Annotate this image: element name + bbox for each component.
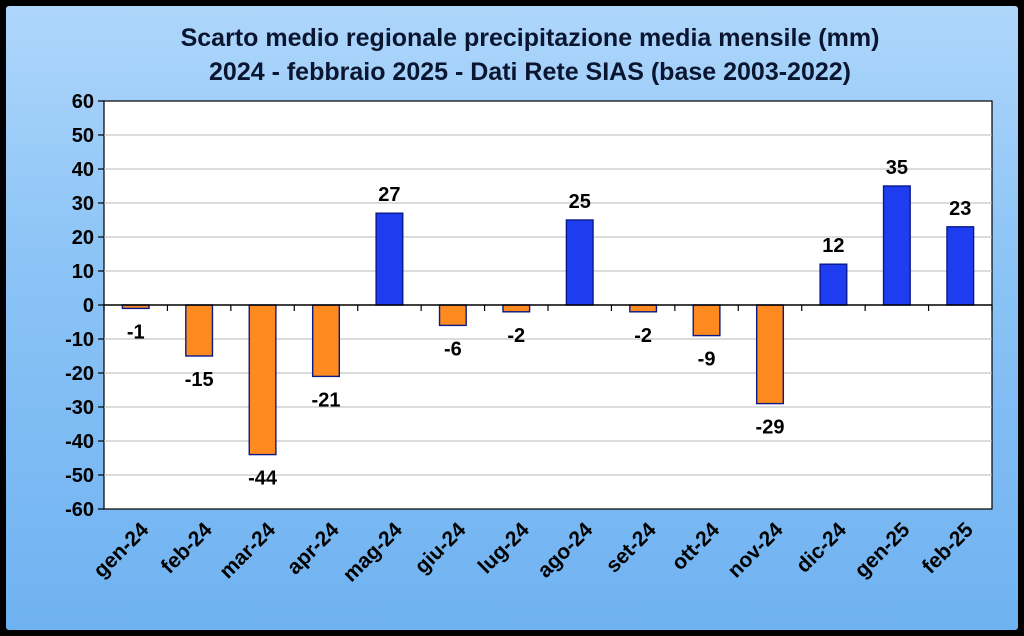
y-tick-label: 30	[72, 193, 94, 215]
bar-mag-24	[375, 212, 404, 306]
y-tick-label: -30	[65, 397, 94, 419]
data-label: -29	[756, 417, 785, 439]
axes	[98, 100, 993, 510]
data-label: 35	[886, 157, 908, 179]
y-tick-label: 0	[83, 295, 94, 317]
y-tick-label: 60	[72, 91, 94, 113]
bar-feb-24	[185, 304, 214, 357]
x-tick-label: nov-24	[723, 518, 787, 582]
y-tick-label: -60	[65, 499, 94, 521]
y-tick-label: 50	[72, 125, 94, 147]
data-label: -2	[634, 325, 652, 347]
bar-ott-24	[692, 304, 721, 337]
chart-subtitle: 2024 - febbraio 2025 - Dati Rete SIAS (b…	[209, 58, 851, 86]
data-label: -1	[127, 321, 145, 343]
data-label: -2	[507, 325, 525, 347]
chart-title: Scarto medio regionale precipitazione me…	[181, 24, 880, 52]
data-label: 12	[822, 235, 844, 257]
bar-feb-25	[946, 226, 975, 306]
x-tick-label: set-24	[601, 518, 660, 577]
x-tick-label: giu-24	[410, 518, 470, 578]
x-tick-label: apr-24	[283, 518, 344, 579]
data-label: 23	[949, 198, 971, 220]
data-labels: -1 -15 -44 -21 27 -6 -2 25 -2 -9 -29 12 35 23	[127, 157, 972, 490]
x-tick-label: ago-24	[533, 518, 597, 582]
x-tick-label: feb-25	[918, 518, 978, 578]
data-label: -15	[185, 369, 214, 391]
bar-chart: Scarto medio regionale precipitazione me…	[65, 24, 993, 587]
x-tick-label: gen-24	[89, 518, 153, 582]
bar-nov-24	[755, 304, 785, 405]
data-label: -9	[698, 349, 716, 371]
y-tick-labels: 60 50 40 30 20 10 0 -10 -20 -30 -40 -50 -60	[65, 91, 94, 521]
bar-giu-24	[438, 304, 467, 327]
x-tick-label: ott-24	[667, 518, 724, 575]
y-tick-label: -10	[65, 329, 94, 351]
bars	[121, 185, 975, 456]
x-tick-label: mag-24	[339, 518, 407, 586]
bar-ago-24	[565, 219, 594, 306]
bar-lug-24	[502, 304, 531, 313]
bar-dic-24	[819, 263, 848, 306]
data-label: -6	[444, 338, 462, 360]
x-tick-label: feb-24	[157, 518, 217, 578]
y-tick-label: -50	[65, 465, 94, 487]
x-tick-label: dic-24	[792, 518, 851, 577]
bar-gen-25	[882, 185, 911, 306]
bar-mar-24	[248, 304, 277, 456]
data-label: 27	[378, 184, 400, 206]
x-tick-label: mar-24	[215, 518, 280, 583]
bar-set-24	[629, 304, 658, 313]
y-tick-label: -40	[65, 431, 94, 453]
y-tick-label: 40	[72, 159, 94, 181]
chart-frame: Scarto medio regionale precipitazione me…	[6, 6, 1018, 630]
y-tick-label: 10	[72, 261, 94, 283]
data-label: 25	[569, 191, 591, 213]
x-tick-label: lug-24	[474, 518, 534, 578]
data-label: -44	[248, 468, 278, 490]
bar-apr-24	[311, 304, 341, 378]
y-tick-label: 20	[72, 227, 94, 249]
data-label: -21	[312, 389, 341, 411]
y-tick-label: -20	[65, 363, 94, 385]
x-tick-label: gen-25	[850, 518, 914, 582]
